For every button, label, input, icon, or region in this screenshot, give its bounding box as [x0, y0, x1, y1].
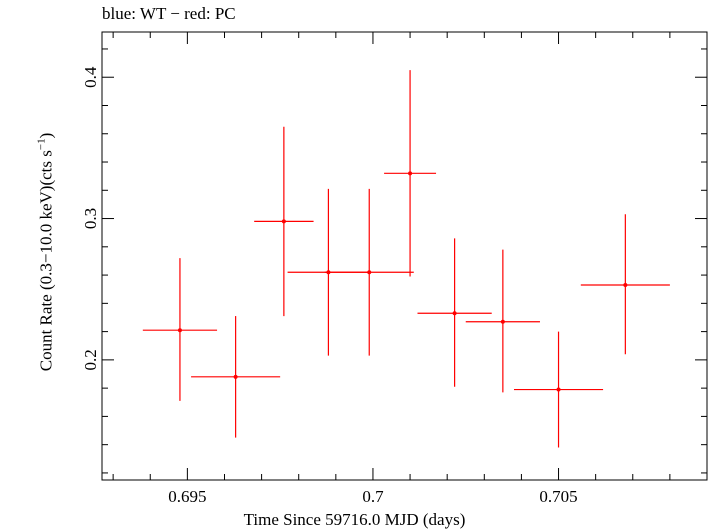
- data-point: [384, 70, 437, 277]
- y-tick-label: 0.3: [81, 208, 100, 229]
- x-tick-label: 0.7: [362, 487, 384, 506]
- data-marker: [500, 319, 505, 324]
- data-marker: [367, 270, 372, 275]
- data-marker: [233, 374, 238, 379]
- data-point: [580, 214, 670, 355]
- data-point: [191, 316, 281, 438]
- x-tick-label: 0.705: [539, 487, 577, 506]
- y-axis-label: Count Rate (0.3−10.0 keV)(cts s−1): [36, 133, 57, 372]
- y-tick-label: 0.2: [81, 349, 100, 370]
- data-point: [324, 188, 414, 356]
- data-point: [254, 126, 314, 317]
- data-marker: [452, 311, 457, 316]
- data-marker: [623, 282, 628, 287]
- plot-frame: [101, 31, 708, 481]
- axis-tick-labels: 0.695 0.7 0.705 0.2 0.3 0.4: [81, 66, 578, 506]
- y-axis-label-tail: ): [36, 132, 56, 139]
- x-tick-label: 0.695: [168, 487, 206, 506]
- chart-title: blue: WT − red: PC: [102, 4, 236, 23]
- y-axis-label-exponent: −1: [35, 138, 48, 151]
- y-axis-label-main: Count Rate (0.3−10.0 keV)(cts s: [36, 150, 56, 372]
- data-marker: [556, 387, 561, 392]
- data-point: [142, 258, 218, 401]
- data-marker: [177, 328, 182, 333]
- data-marker: [408, 171, 413, 176]
- data-point: [465, 249, 540, 393]
- data-point: [417, 238, 492, 387]
- x-axis-label: Time Since 59716.0 MJD (days): [243, 510, 466, 529]
- axis-ticks: [102, 32, 708, 480]
- y-tick-label: 0.4: [81, 66, 100, 88]
- data-series: [142, 70, 670, 448]
- data-marker: [281, 219, 286, 224]
- data-point: [513, 331, 604, 448]
